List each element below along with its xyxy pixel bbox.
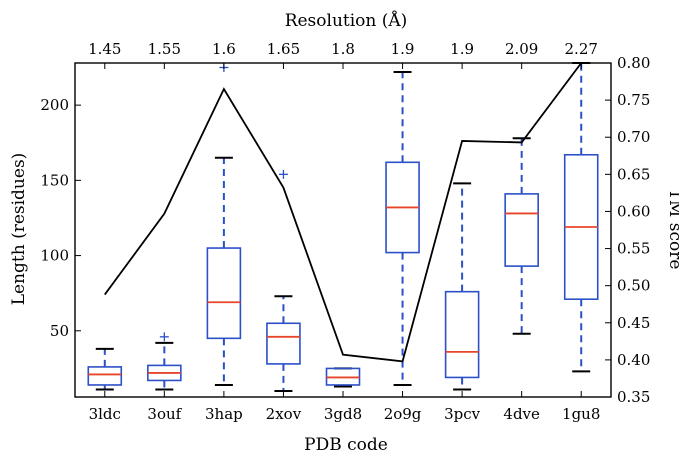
box-iqr — [266, 322, 301, 365]
box-3gd8 — [325, 367, 361, 388]
y-tick-label: 50 — [50, 322, 69, 340]
box-iqr — [87, 366, 123, 386]
x-tick-label: 3ouf — [147, 405, 182, 423]
x-tick-label: 2o9g — [384, 405, 422, 423]
y-tick-label: 200 — [40, 96, 69, 114]
top-tick-label: 1.65 — [267, 40, 300, 58]
right-tick-label: 0.80 — [617, 54, 650, 72]
x-tick-label: 1gu8 — [562, 405, 600, 423]
right-axis-title: TM score — [665, 189, 679, 270]
box-3ouf — [147, 332, 182, 391]
top-tick-label: 1.6 — [212, 40, 236, 58]
top-tick-label: 2.27 — [565, 40, 598, 58]
box-3hap — [206, 63, 242, 386]
x-tick-label: 3ldc — [89, 405, 121, 423]
box-series — [87, 62, 599, 392]
top-tick-label: 1.9 — [391, 40, 415, 58]
right-tick-label: 0.40 — [617, 351, 650, 369]
right-tick-label: 0.60 — [617, 202, 650, 220]
box-iqr — [206, 247, 242, 340]
right-tick-label: 0.45 — [617, 314, 650, 332]
axes: 3ldc 1.45 3ouf 1.55 3hap 1.6 2xov 1.65 3gd8 1.8 2o… — [40, 40, 650, 423]
x-tick-label: 4dve — [503, 405, 540, 423]
right-tick-label: 0.65 — [617, 165, 650, 183]
y-tick-label: 150 — [40, 171, 69, 189]
right-tick-label: 0.70 — [617, 128, 650, 146]
y-tick-label: 100 — [40, 247, 69, 265]
box-2o9g — [385, 71, 420, 386]
flier-point — [159, 332, 169, 342]
top-tick-label: 1.45 — [88, 40, 121, 58]
right-tick-label: 0.50 — [617, 277, 650, 295]
tm-score-series — [104, 62, 582, 363]
box-4dve — [504, 137, 539, 335]
tm-score-line — [104, 62, 582, 363]
x-axis-title: PDB code — [304, 435, 388, 455]
plot-frame — [74, 62, 612, 398]
top-tick-label: 2.09 — [505, 40, 538, 58]
x-tick-label: 3gd8 — [324, 405, 362, 423]
right-tick-label: 0.35 — [617, 388, 650, 406]
box-iqr — [444, 290, 480, 379]
flier-point — [278, 169, 288, 179]
x-tick-label: 3pcv — [444, 405, 481, 423]
box-3ldc — [87, 347, 123, 391]
top-axis-title: Resolution (Å) — [285, 10, 408, 31]
top-tick-label: 1.55 — [148, 40, 181, 58]
right-tick-label: 0.75 — [617, 91, 650, 109]
box-3pcv — [444, 182, 480, 391]
x-tick-label: 3hap — [205, 405, 243, 423]
x-tick-label: 2xov — [266, 405, 302, 423]
box-2xov — [266, 169, 301, 392]
top-tick-label: 1.8 — [331, 40, 355, 58]
y-axis-title: Length (residues) — [9, 153, 29, 306]
box-iqr — [504, 193, 539, 267]
top-tick-label: 1.9 — [450, 40, 474, 58]
box-1gu8 — [563, 62, 599, 373]
right-tick-label: 0.55 — [617, 240, 650, 258]
